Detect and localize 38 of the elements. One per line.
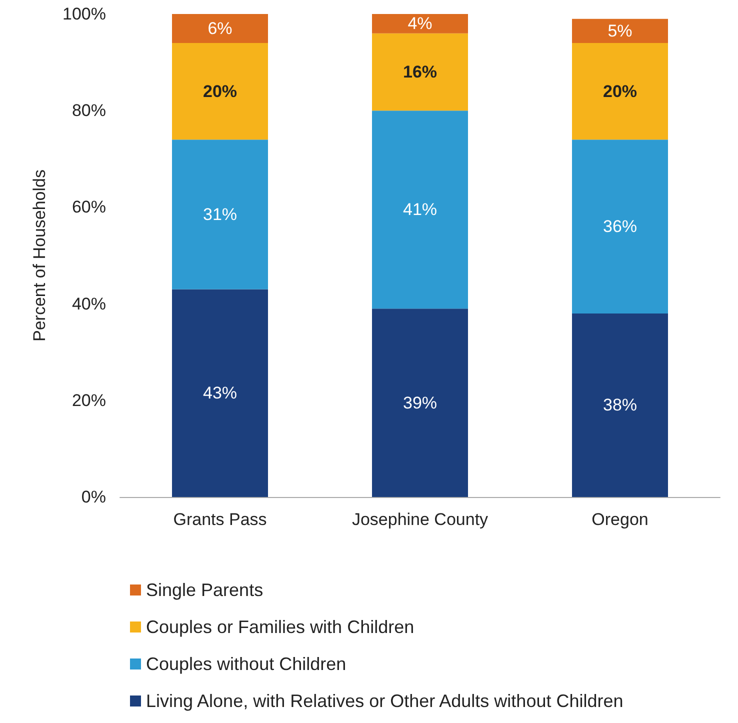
- bar: [572, 313, 668, 497]
- y-tick-label: 60%: [72, 198, 106, 217]
- data-label: 36%: [602, 217, 638, 236]
- data-label: 41%: [402, 200, 438, 220]
- data-label: 38%: [602, 396, 638, 415]
- bar: [172, 14, 268, 43]
- data-label: 5%: [608, 21, 632, 40]
- bar: [372, 308, 468, 497]
- bar: [572, 140, 668, 314]
- data-label: 43%: [202, 384, 238, 403]
- bar: [572, 18, 668, 43]
- bar: [172, 289, 268, 497]
- data-label: 31%: [202, 204, 238, 224]
- data-label: 20%: [202, 82, 238, 101]
- bar: [172, 140, 268, 290]
- data-label: 6%: [208, 18, 232, 38]
- bar: [372, 33, 468, 111]
- y-tick-label: 80%: [72, 101, 106, 120]
- x-tick-label: Oregon: [592, 510, 648, 529]
- legend-label: Couples or Families with Children: [146, 617, 414, 637]
- legend-label: Couples without Children: [146, 654, 346, 674]
- data-label: 16%: [402, 62, 438, 82]
- y-tick-label: 20%: [72, 390, 106, 410]
- data-label: 4%: [408, 14, 432, 34]
- legend-label: Living Alone, with Relatives or Other Adults without Children: [146, 691, 624, 711]
- y-tick-label: 40%: [72, 294, 106, 314]
- y-tick-label: 100%: [62, 4, 106, 24]
- y-axis-title: Percent of Households: [30, 170, 49, 342]
- legend-label: Single Parents: [146, 580, 264, 600]
- bar: [372, 14, 468, 34]
- bar: [572, 42, 668, 140]
- y-tick-label: 0%: [81, 488, 106, 506]
- x-tick-label: Josephine County: [352, 510, 489, 529]
- x-tick-label: Grants Pass: [173, 510, 267, 529]
- data-label: 39%: [402, 393, 438, 412]
- data-label: 20%: [602, 82, 638, 101]
- bar: [372, 110, 468, 309]
- bar: [172, 42, 268, 140]
